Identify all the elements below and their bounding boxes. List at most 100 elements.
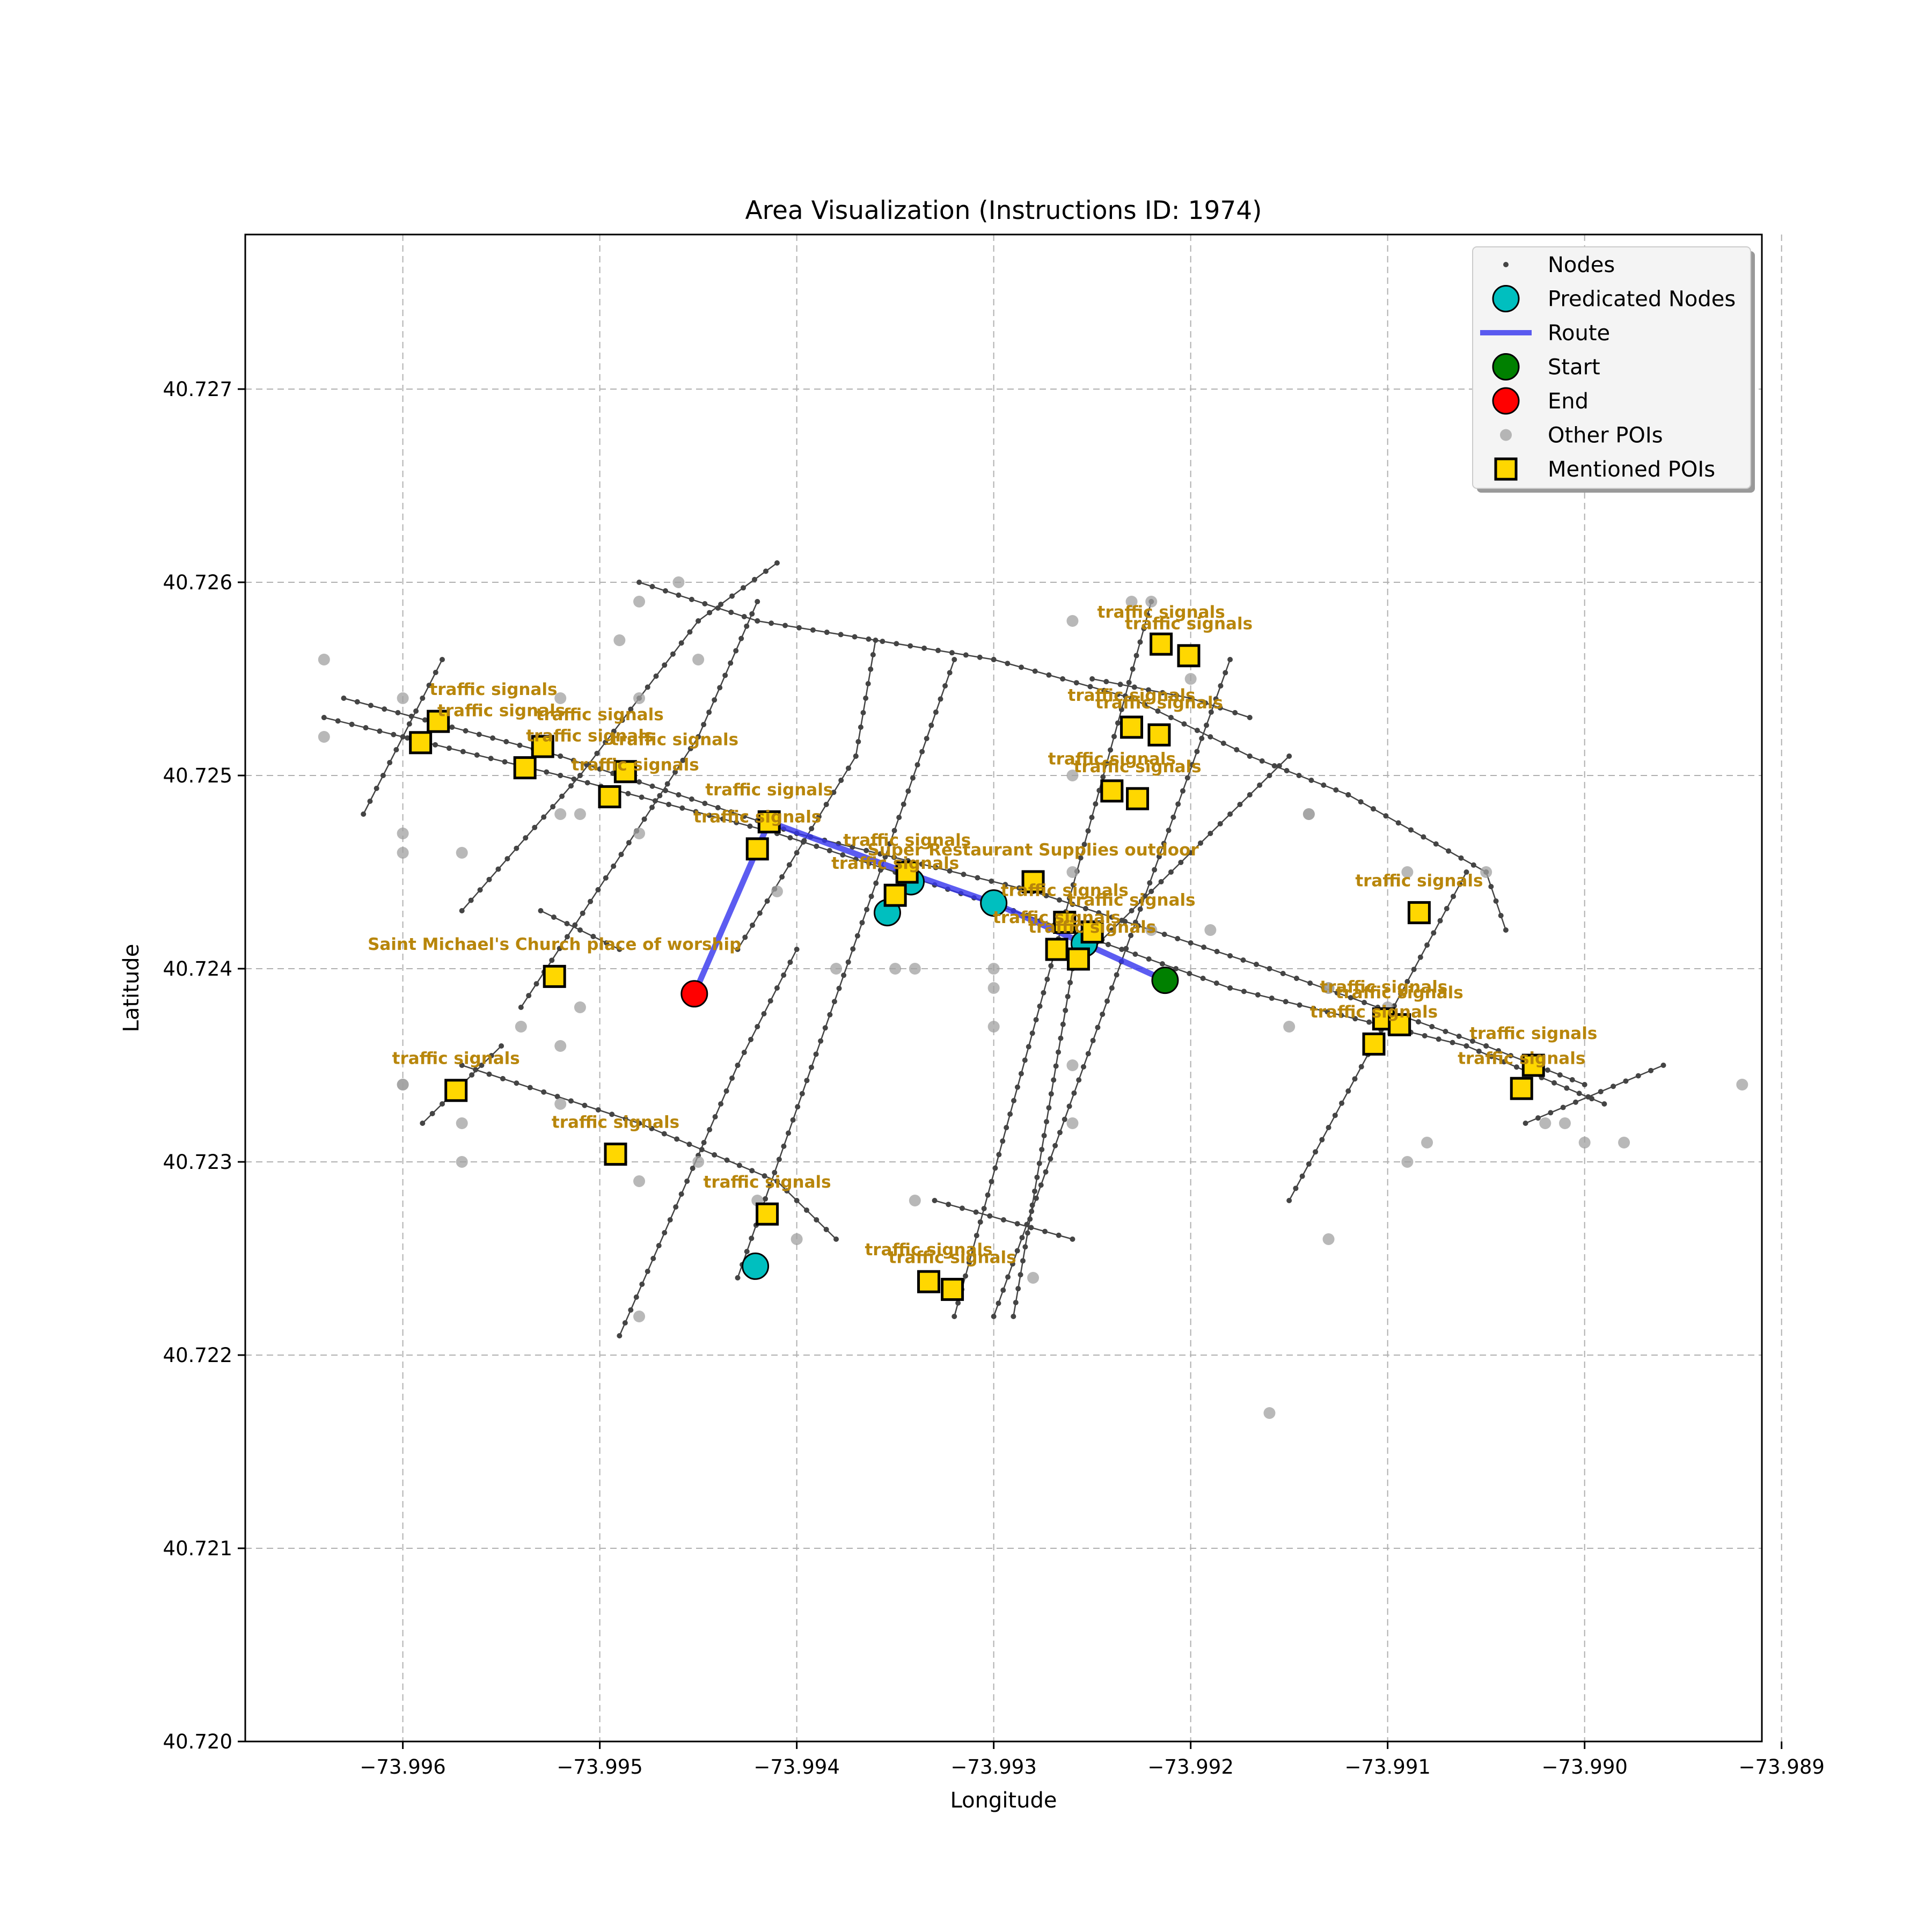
x-tick-label: −73.992 — [1147, 1755, 1233, 1779]
other-poi-point — [987, 982, 1000, 994]
street-node — [1240, 957, 1246, 963]
mentioned-poi-label: traffic signals — [1028, 918, 1156, 937]
street-node — [952, 657, 957, 662]
street-node — [1560, 1104, 1566, 1110]
street-node — [1358, 799, 1364, 805]
street-node — [558, 773, 564, 778]
street-node — [1118, 707, 1124, 713]
legend-box — [1472, 246, 1751, 489]
street-node — [625, 791, 631, 796]
street-node — [1496, 1048, 1502, 1053]
street-node — [774, 560, 780, 566]
street-node — [795, 1104, 801, 1110]
mentioned-poi-label: traffic signals — [993, 908, 1121, 927]
street-node — [1129, 696, 1135, 701]
street-node — [782, 623, 788, 628]
other-poi-point — [397, 1079, 409, 1091]
street-node — [679, 805, 685, 811]
street-node — [1158, 879, 1164, 884]
street-node — [1213, 696, 1219, 702]
street-node — [1564, 1085, 1570, 1091]
street-node — [1018, 1071, 1024, 1077]
street-node — [1306, 1161, 1312, 1167]
street-node — [469, 1072, 475, 1078]
street-node — [963, 1273, 969, 1279]
street-node — [1089, 676, 1095, 682]
other-poi-point — [1618, 1137, 1630, 1148]
other-poi-point — [397, 828, 409, 839]
street-node — [1128, 933, 1134, 939]
street-node — [617, 947, 623, 952]
street-node — [816, 814, 822, 819]
street-node — [977, 1219, 983, 1225]
street-node — [706, 813, 712, 818]
street-node — [1159, 961, 1165, 967]
other-poi-point — [1066, 770, 1079, 781]
mentioned-poi-marker — [531, 735, 554, 758]
street-node — [1100, 1011, 1106, 1017]
street-node — [818, 1038, 824, 1044]
street-node — [657, 793, 663, 799]
street-node — [1457, 881, 1463, 887]
mentioned-poi-marker — [1100, 779, 1124, 803]
street-node — [1005, 1274, 1011, 1280]
street-node — [747, 823, 753, 829]
street-node — [678, 1191, 684, 1197]
street-node — [1119, 947, 1125, 952]
mentioned-poi-marker — [513, 756, 537, 780]
street-node — [590, 934, 596, 939]
street-node — [854, 933, 860, 939]
street-node — [349, 721, 355, 727]
street-node — [744, 1248, 750, 1254]
street-node — [1014, 1084, 1020, 1090]
street-node — [1043, 1169, 1049, 1175]
street-node — [1060, 676, 1066, 682]
street-node — [1416, 1019, 1422, 1024]
street-node — [803, 1208, 809, 1213]
street-node — [1078, 855, 1084, 861]
other-poi-point — [554, 692, 567, 704]
street-node — [1123, 946, 1129, 952]
mentioned-poi-marker — [444, 1079, 468, 1102]
mentioned-poi-marker — [543, 964, 566, 988]
street-node — [728, 809, 734, 815]
street-node — [1296, 773, 1302, 778]
street-node — [406, 721, 412, 727]
street-node — [853, 857, 859, 862]
street-node — [891, 854, 897, 860]
mentioned-poi-marker — [1388, 1013, 1411, 1036]
mentioned-poi-marker — [895, 860, 919, 884]
street-node — [641, 816, 647, 822]
street-node — [649, 784, 655, 789]
street-node — [463, 728, 469, 734]
street-node — [1257, 782, 1263, 788]
street-node — [473, 1067, 479, 1073]
street-node — [1148, 889, 1154, 894]
street-node — [1119, 918, 1125, 923]
street-node — [1469, 1038, 1475, 1044]
street-node — [603, 875, 609, 881]
street-node — [1545, 1067, 1550, 1073]
street-node — [1404, 979, 1410, 984]
street-node — [1284, 768, 1290, 773]
street-node — [1095, 1024, 1101, 1030]
mentioned-poi-label: traffic signals — [536, 705, 664, 724]
mentioned-poi-label: traffic signals — [831, 854, 959, 873]
street-node — [1326, 1125, 1331, 1130]
street-node — [1444, 906, 1450, 911]
street-node — [1383, 813, 1389, 819]
street-node — [387, 760, 393, 765]
street-node — [735, 1275, 741, 1280]
other-poi-point — [397, 692, 409, 704]
street-node — [712, 697, 718, 703]
street-node — [947, 670, 953, 676]
street-node — [1247, 715, 1253, 720]
street-node — [486, 876, 492, 882]
legend-nodes-icon — [1503, 262, 1509, 267]
street-node — [1611, 1084, 1616, 1089]
mentioned-poi-marker — [1080, 920, 1104, 944]
street-node — [813, 1051, 819, 1057]
street-node — [1180, 788, 1185, 794]
street-node — [1161, 932, 1167, 937]
street-node — [650, 1256, 656, 1261]
